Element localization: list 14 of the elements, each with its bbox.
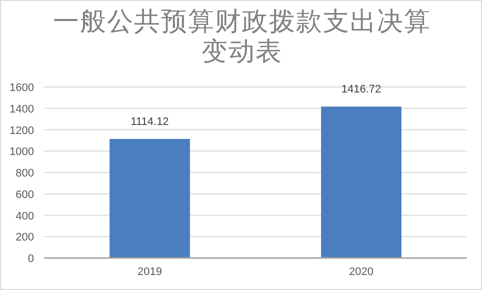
- chart-title: 一般公共预算财政拨款支出决算变动表: [52, 7, 432, 67]
- data-label: 1114.12: [130, 116, 169, 128]
- y-tick-label: 400: [16, 210, 34, 222]
- y-tick-label: 1600: [10, 82, 34, 94]
- data-label: 1416.72: [341, 84, 382, 96]
- x-tick-label: 2020: [349, 266, 374, 278]
- y-tick-label: 600: [16, 188, 34, 201]
- y-tick-label: 800: [16, 168, 34, 180]
- y-tick-label: 0: [28, 253, 34, 265]
- y-tick-label: 1400: [10, 103, 34, 116]
- y-tick-label: 1000: [10, 146, 34, 158]
- y-tick-label: 1200: [10, 124, 34, 137]
- x-tick-label: 2019: [138, 266, 162, 278]
- y-tick-label: 200: [16, 232, 34, 244]
